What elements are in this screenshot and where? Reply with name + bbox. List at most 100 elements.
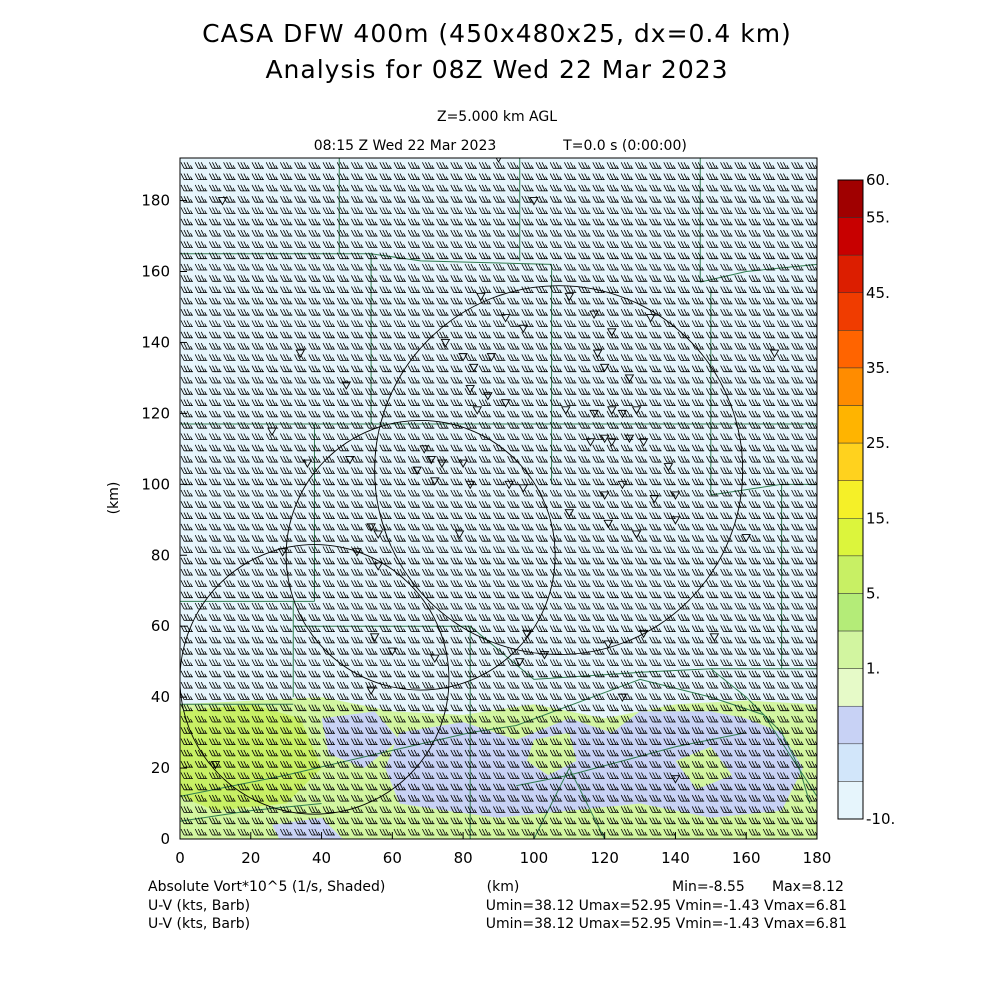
wind-barb: [223, 455, 236, 463]
wind-barb: [194, 399, 208, 406]
wind-barb: [478, 410, 492, 418]
wind-barb: [592, 342, 605, 350]
wind-barb: [606, 252, 619, 260]
wind-barb: [322, 512, 335, 519]
wind-barb: [223, 342, 236, 350]
wind-barb: [180, 207, 193, 214]
wind-barb: [294, 659, 307, 666]
wind-barb: [592, 196, 605, 203]
wind-barb: [521, 602, 534, 610]
wind-barb: [507, 614, 520, 621]
wind-barb: [336, 693, 350, 700]
wind-barb: [549, 207, 563, 214]
wind-barb: [422, 410, 435, 418]
wind-barb: [493, 388, 506, 395]
wind-barb: [237, 580, 250, 587]
wind-barb: [251, 331, 264, 339]
wind-barb: [478, 444, 492, 452]
wind-barb: [393, 670, 406, 678]
wind-barb: [734, 320, 747, 327]
wind-barb: [720, 806, 733, 813]
wind-barb: [393, 410, 406, 418]
wind-barb: [237, 376, 250, 384]
wind-barb: [578, 331, 591, 339]
wind-barb: [407, 614, 421, 621]
wind-barb: [464, 376, 477, 384]
wind-barb: [635, 207, 648, 214]
wind-barb: [209, 727, 222, 734]
wind-barb: [280, 489, 293, 497]
wind-barb: [691, 218, 705, 226]
wind-barb: [407, 557, 421, 565]
wind-barb: [478, 761, 492, 768]
wind-barb: [422, 727, 435, 734]
wind-barb: [351, 444, 364, 452]
wind-barb: [265, 501, 279, 508]
wind-barb: [535, 501, 548, 508]
wind-barb: [294, 749, 307, 757]
wind-barb: [422, 207, 435, 214]
wind-barb: [564, 207, 577, 214]
wind-barb: [691, 229, 705, 237]
wind-barb: [294, 704, 307, 712]
wind-barb: [194, 602, 208, 610]
wind-barb: [322, 636, 335, 644]
wind-barb: [564, 320, 577, 327]
wind-barb: [805, 738, 817, 745]
wind-barb: [223, 241, 236, 248]
wind-barb: [322, 817, 335, 825]
wind-barb: [691, 749, 705, 757]
wind-barb: [251, 218, 264, 226]
wind-barb: [422, 738, 435, 745]
wind-barb: [535, 309, 548, 316]
y-axis-label: (km): [106, 482, 122, 515]
wind-barb: [422, 670, 435, 678]
wind-barb: [365, 704, 378, 712]
wind-barb: [251, 806, 264, 813]
wind-barb: [720, 659, 733, 666]
wind-barb: [464, 489, 477, 497]
wind-barb: [706, 648, 719, 655]
station-marker: [440, 338, 451, 348]
wind-barb: [649, 817, 662, 825]
colorbar-segment: [837, 367, 864, 406]
wind-barb: [194, 489, 208, 497]
wind-barb: [393, 636, 406, 644]
wind-barb: [422, 580, 435, 587]
wind-barb: [549, 252, 563, 260]
wind-barb: [407, 365, 421, 373]
wind-barb: [649, 704, 662, 712]
wind-barb: [393, 693, 406, 700]
wind-barb: [791, 501, 804, 508]
colorbar-label: 45.: [866, 284, 890, 302]
wind-barb: [521, 727, 534, 734]
wind-barb: [649, 535, 662, 542]
wind-barb: [706, 783, 719, 791]
wind-barb: [805, 659, 817, 666]
wind-barb: [493, 399, 506, 406]
wind-barb: [635, 512, 648, 519]
wind-barb: [280, 196, 293, 203]
wind-barb: [649, 444, 662, 452]
wind-barb: [322, 196, 335, 203]
wind-barb: [635, 523, 648, 531]
wind-barb: [507, 376, 520, 384]
wind-barb: [365, 806, 378, 813]
wind-barb: [251, 207, 264, 214]
wind-barb: [223, 783, 236, 791]
station-marker: [476, 292, 486, 302]
wind-barb: [748, 297, 761, 305]
wind-barb: [592, 297, 605, 305]
wind-barb: [436, 523, 449, 531]
wind-barb: [351, 376, 364, 384]
wind-barb: [223, 568, 236, 576]
wind-barb: [521, 659, 534, 666]
wind-barb: [663, 309, 676, 316]
wind-barb: [549, 715, 563, 723]
wind-barb: [521, 806, 534, 813]
wind-barb: [280, 535, 293, 542]
colorbar-segment: [837, 668, 864, 707]
wind-barb: [748, 252, 761, 260]
wind-barb: [564, 184, 577, 192]
wind-barb: [521, 184, 534, 192]
